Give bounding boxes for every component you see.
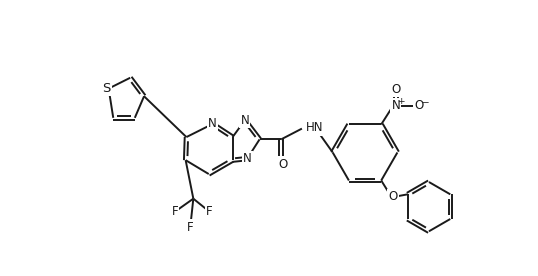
Text: S: S bbox=[102, 82, 110, 95]
Text: F: F bbox=[172, 205, 178, 218]
Text: N: N bbox=[240, 114, 249, 127]
Text: O: O bbox=[388, 190, 398, 203]
Text: F: F bbox=[206, 205, 213, 218]
Text: −: − bbox=[421, 97, 428, 106]
Text: N: N bbox=[392, 99, 400, 113]
Text: O: O bbox=[391, 83, 400, 95]
Text: +: + bbox=[398, 97, 405, 106]
Text: HN: HN bbox=[306, 121, 323, 134]
Text: N: N bbox=[243, 152, 252, 165]
Text: O: O bbox=[414, 99, 423, 113]
Text: O: O bbox=[278, 158, 287, 171]
Text: N: N bbox=[208, 118, 217, 131]
Text: F: F bbox=[187, 221, 194, 234]
